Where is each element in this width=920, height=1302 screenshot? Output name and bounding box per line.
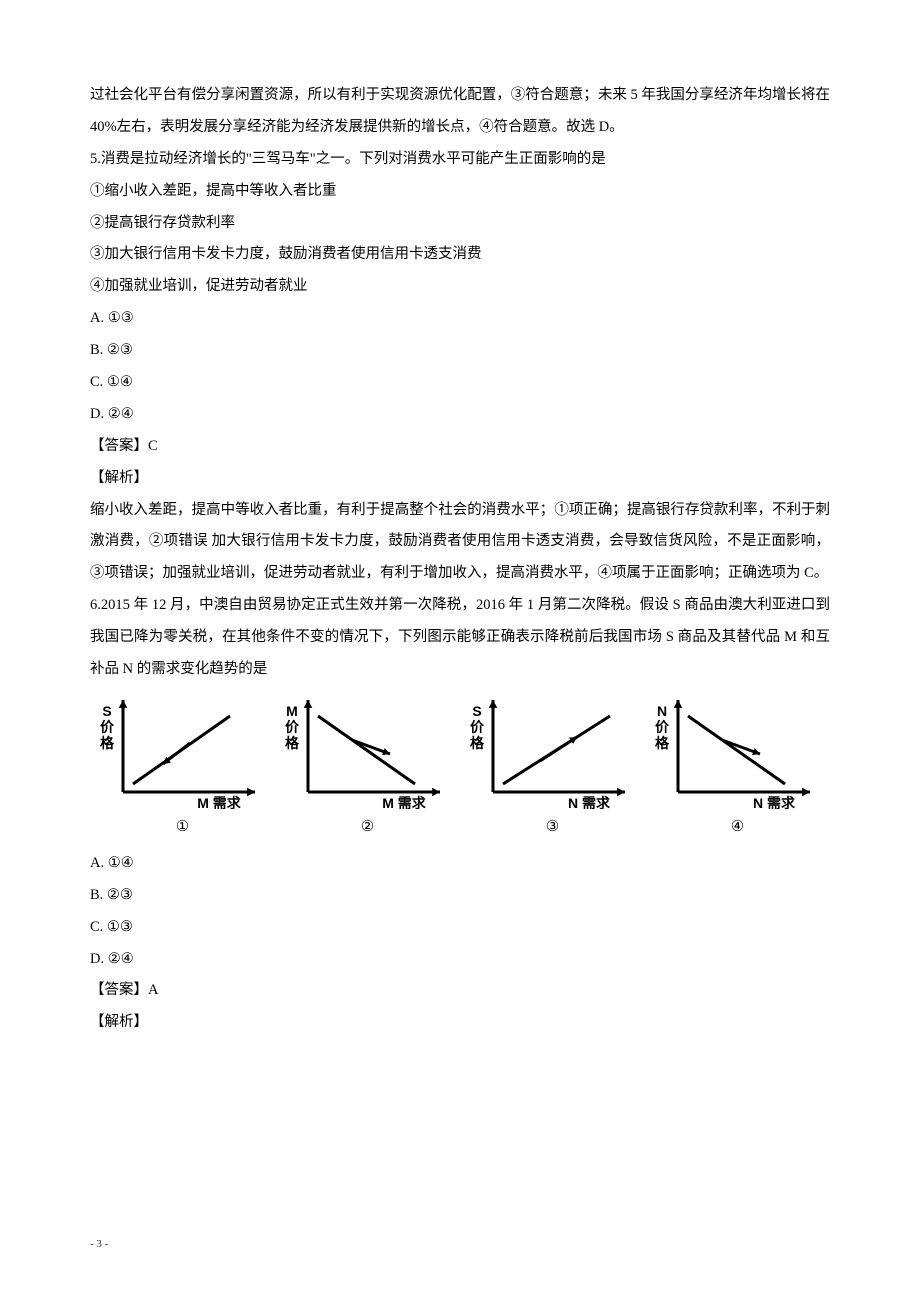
q5-explain-label: 【解析】 xyxy=(90,463,830,495)
svg-text:格: 格 xyxy=(470,735,485,751)
q5-option-a: A. ①③ xyxy=(90,303,830,335)
svg-text:价: 价 xyxy=(470,719,485,735)
q6-option-c: C. ①③ xyxy=(90,912,830,944)
svg-text:M: M xyxy=(286,703,298,719)
intro-paragraph: 过社会化平台有偿分享闲置资源，所以有利于实现资源优化配置，③符合题意；未来 5 … xyxy=(90,80,830,144)
chart-svg-4: N价格 N 需求 xyxy=(650,694,825,809)
chart-label-3: ③ xyxy=(546,811,559,844)
svg-text:S: S xyxy=(472,703,481,719)
q6-chart-2: M价格 M 需求 ② xyxy=(275,694,460,844)
q6-explain-label: 【解析】 xyxy=(90,1007,830,1039)
q5-item-1: ①缩小收入差距，提高中等收入者比重 xyxy=(90,176,830,208)
svg-text:价: 价 xyxy=(655,719,670,735)
q6-option-b: B. ②③ xyxy=(90,880,830,912)
q5-explanation: 缩小收入差距，提高中等收入者比重，有利于提高整个社会的消费水平；①项正确；提高银… xyxy=(90,495,830,591)
svg-text:N 需求: N 需求 xyxy=(753,795,796,809)
chart-label-4: ④ xyxy=(731,811,744,844)
q6-stem: 6.2015 年 12 月，中澳自由贸易协定正式生效并第一次降税，2016 年 … xyxy=(90,590,830,686)
svg-text:N 需求: N 需求 xyxy=(568,795,611,809)
q6-chart-4: N价格 N 需求 ④ xyxy=(645,694,830,844)
svg-text:N: N xyxy=(657,703,667,719)
svg-text:格: 格 xyxy=(100,735,115,751)
svg-text:格: 格 xyxy=(285,735,300,751)
q6-chart-1: S价格 M 需求 ① xyxy=(90,694,275,844)
q6-charts-row: S价格M 需求 ① M价格M 需求 ② S价格N 需求 ③ N价格N 需求 ④ xyxy=(90,694,830,844)
q6-chart-3: S价格 N 需求 ③ xyxy=(460,694,645,844)
svg-text:M 需求: M 需求 xyxy=(382,795,427,809)
q6-answer: 【答案】A xyxy=(90,975,830,1007)
page-number: - 3 - xyxy=(90,1232,108,1256)
q5-item-4: ④加强就业培训，促进劳动者就业 xyxy=(90,271,830,303)
chart-label-2: ② xyxy=(361,811,374,844)
svg-text:价: 价 xyxy=(285,719,300,735)
q6-option-d: D. ②④ xyxy=(90,944,830,976)
chart-svg-2: M价格 M 需求 xyxy=(280,694,455,809)
q5-option-d: D. ②④ xyxy=(90,399,830,431)
chart-label-1: ① xyxy=(176,811,189,844)
q5-option-b: B. ②③ xyxy=(90,335,830,367)
svg-text:M 需求: M 需求 xyxy=(197,795,242,809)
q5-stem: 5.消费是拉动经济增长的"三驾马车"之一。下列对消费水平可能产生正面影响的是 xyxy=(90,144,830,176)
q5-option-c: C. ①④ xyxy=(90,367,830,399)
svg-text:价: 价 xyxy=(100,719,115,735)
q5-item-2: ②提高银行存贷款利率 xyxy=(90,208,830,240)
chart-svg-3: S价格 N 需求 xyxy=(465,694,640,809)
q5-answer: 【答案】C xyxy=(90,431,830,463)
chart-svg-1: S价格 M 需求 xyxy=(95,694,270,809)
q6-option-a: A. ①④ xyxy=(90,848,830,880)
page-number-text: - 3 - xyxy=(90,1238,108,1250)
q5-item-3: ③加大银行信用卡发卡力度，鼓励消费者使用信用卡透支消费 xyxy=(90,239,830,271)
svg-text:S: S xyxy=(102,703,111,719)
svg-text:格: 格 xyxy=(655,735,670,751)
